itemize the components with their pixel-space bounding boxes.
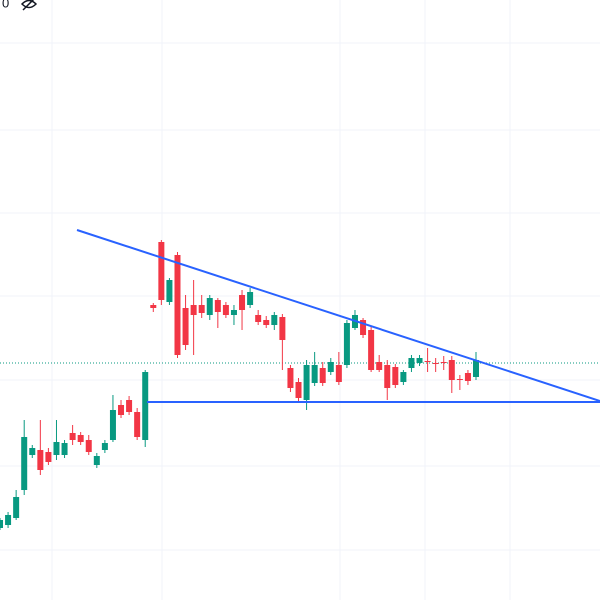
candle-body	[384, 365, 391, 388]
candle-body	[134, 412, 141, 437]
candle-body	[69, 433, 76, 440]
candle-body	[101, 443, 108, 450]
candle-body	[343, 323, 350, 365]
candle-body	[166, 280, 173, 302]
candle-body	[142, 372, 149, 440]
candle-body	[182, 308, 189, 345]
candle-body	[85, 440, 92, 452]
candle-body	[29, 448, 36, 455]
candle-body	[392, 367, 399, 385]
candle-body	[93, 456, 100, 465]
candle-body	[279, 317, 286, 340]
candle-body	[295, 382, 302, 398]
candle-body	[109, 410, 116, 440]
candle-body	[440, 362, 447, 363]
candle-body	[319, 368, 326, 383]
candle-body	[400, 372, 407, 382]
hide-icon[interactable]	[20, 0, 38, 11]
candle-body	[126, 400, 133, 412]
candle-body	[13, 497, 20, 518]
candle-body	[360, 320, 367, 335]
candle-body	[303, 365, 310, 400]
candle-body	[174, 255, 181, 355]
candle-body	[53, 442, 60, 455]
candle-body	[335, 365, 342, 382]
candle-body	[448, 360, 455, 380]
candle-body	[376, 362, 383, 370]
candle-body	[61, 443, 68, 455]
candle-body	[311, 365, 318, 383]
candle-body	[271, 315, 278, 325]
candle-body	[0, 520, 3, 528]
candle-body	[21, 437, 28, 490]
candle-body	[473, 360, 479, 377]
candle-body	[287, 368, 294, 388]
candle-body	[368, 330, 375, 370]
candle-body	[416, 358, 423, 363]
candle-body	[77, 435, 84, 442]
trend-line[interactable]	[76, 229, 600, 402]
candle-body	[198, 305, 205, 313]
candle-body	[45, 452, 52, 462]
candle-body	[190, 305, 197, 315]
candle-body	[263, 320, 270, 325]
candle-body	[230, 310, 237, 315]
candle-body	[456, 379, 463, 380]
candle-body	[37, 450, 44, 470]
candle-body	[424, 361, 431, 362]
candle-body	[255, 315, 262, 322]
legend-value: 0	[2, 0, 9, 10]
candle-body	[214, 300, 221, 312]
candle-body	[206, 298, 213, 315]
candle-body	[118, 405, 125, 415]
candle-body	[464, 373, 471, 381]
candles	[0, 240, 479, 530]
candle-body	[408, 358, 415, 368]
candle-body	[158, 242, 165, 300]
candle-body	[239, 295, 246, 310]
candle-body	[432, 363, 439, 364]
candle-body	[247, 292, 254, 305]
candle-body	[222, 305, 229, 315]
candle-body	[150, 305, 157, 308]
candle-body	[5, 515, 12, 525]
candle-body	[327, 362, 334, 372]
